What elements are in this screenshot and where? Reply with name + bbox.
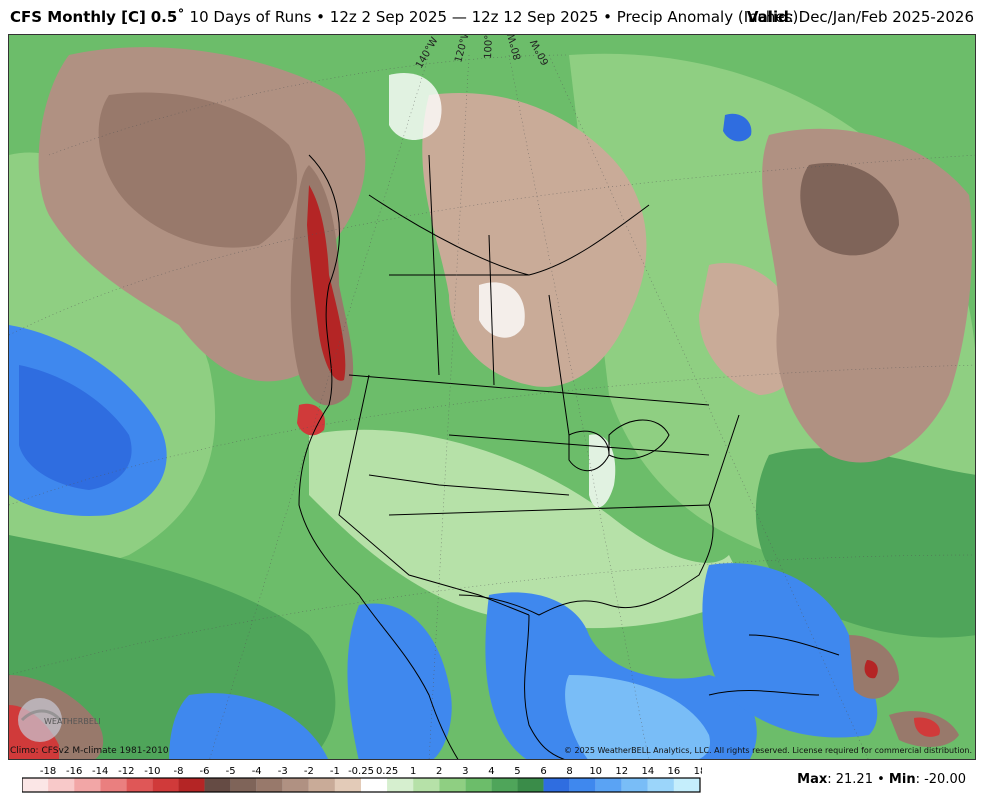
legend-swatch <box>204 778 231 792</box>
legend-swatch <box>308 778 335 792</box>
legend-swatch <box>48 778 75 792</box>
legend-tick-label: 8 <box>566 766 572 777</box>
legend-swatch <box>100 778 127 792</box>
color-legend: -18 -16 -14 -12 -10 -8 -6 -5 -4 -3 -2 -1 -0.25 0.25 1 2… <box>22 766 702 793</box>
map-canvas: 140°W 120°W 100°W 80°W 60°W <box>9 35 975 759</box>
lon-label-100w: 100°W <box>483 35 495 59</box>
legend-swatch <box>491 778 518 792</box>
legend-swatch <box>595 778 622 792</box>
legend-tick-label: 6 <box>540 766 546 777</box>
legend-swatch <box>387 778 414 792</box>
valid-period: Valid: Dec/Jan/Feb 2025-2026 <box>746 8 974 26</box>
legend-tick-label: 14 <box>641 766 654 777</box>
legend-swatch <box>361 778 388 792</box>
legend-tick-label: -4 <box>252 766 262 777</box>
legend-tick-label: 2 <box>436 766 442 777</box>
max-min-stats: Max: 21.21 • Min: -20.00 <box>797 772 966 787</box>
copyright-note: © 2025 WeatherBELL Analytics, LLC. All r… <box>564 746 972 755</box>
legend-swatch <box>152 778 179 792</box>
legend-swatch <box>621 778 648 792</box>
climo-note: Climo: CFSv2 M-climate 1981-2010 <box>10 746 169 756</box>
legend-swatch <box>22 778 49 792</box>
legend-tick-label: 10 <box>589 766 602 777</box>
legend-swatch <box>178 778 205 792</box>
legend-tick-label: -2 <box>304 766 314 777</box>
legend-tick-label: 16 <box>668 766 681 777</box>
legend-tick-label: -8 <box>173 766 183 777</box>
legend-swatch <box>517 778 544 792</box>
map-title: CFS Monthly [C] 0.5˚ 10 Days of Runs • 1… <box>10 8 799 26</box>
legend-swatch <box>230 778 257 792</box>
svg-text:WEATHERBELL: WEATHERBELL <box>44 717 100 726</box>
legend-tick-label: 4 <box>488 766 494 777</box>
legend-tick-label: 3 <box>462 766 468 777</box>
legend-tick-label: -16 <box>66 766 82 777</box>
legend-swatch <box>673 778 700 792</box>
legend-tick-label: 0.25 <box>376 766 398 777</box>
legend-swatch <box>543 778 570 792</box>
weatherbell-logo: WEATHERBELL <box>14 694 103 746</box>
legend-tick-label: -0.25 <box>348 766 374 777</box>
legend-swatch <box>413 778 440 792</box>
legend-swatch <box>74 778 101 792</box>
legend-tick-label: 5 <box>514 766 520 777</box>
legend-tick-label: -3 <box>278 766 288 777</box>
legend-swatch <box>256 778 283 792</box>
legend-swatch <box>569 778 596 792</box>
legend-tick-label: -6 <box>200 766 210 777</box>
legend-swatch <box>334 778 361 792</box>
legend-tick-label: -10 <box>144 766 160 777</box>
legend-tick-label: -14 <box>92 766 108 777</box>
legend-tick-label: 1 <box>410 766 416 777</box>
legend-swatch <box>647 778 674 792</box>
legend-swatch <box>126 778 153 792</box>
legend-tick-label: -1 <box>330 766 340 777</box>
legend-tick-label: 18 <box>694 766 702 777</box>
legend-tick-label: -12 <box>118 766 134 777</box>
legend-tick-label: 12 <box>615 766 628 777</box>
legend-swatch <box>465 778 492 792</box>
legend-tick-label: -5 <box>226 766 236 777</box>
precip-anomaly-map: 140°W 120°W 100°W 80°W 60°W <box>8 34 976 760</box>
legend-swatch <box>282 778 309 792</box>
legend-swatch <box>439 778 466 792</box>
legend-tick-label: -18 <box>40 766 56 777</box>
